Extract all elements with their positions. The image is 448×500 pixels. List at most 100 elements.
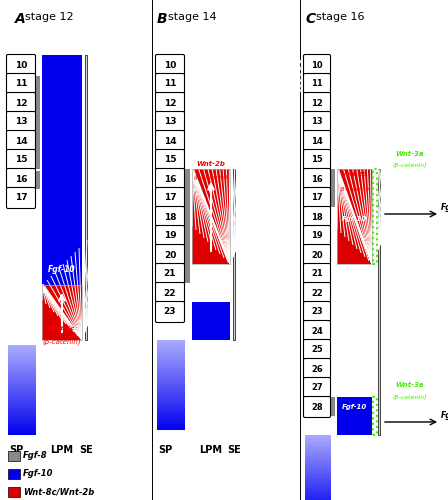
Bar bbox=[8, 406, 36, 408]
Bar bbox=[305, 482, 331, 484]
Bar bbox=[8, 402, 36, 404]
Bar bbox=[8, 411, 36, 414]
Text: 15: 15 bbox=[164, 156, 176, 164]
Text: Fgf-10: Fgf-10 bbox=[197, 270, 225, 278]
Bar bbox=[157, 414, 185, 416]
Bar bbox=[330, 169, 335, 207]
Bar bbox=[8, 356, 36, 358]
Bar bbox=[305, 444, 331, 446]
Text: 23: 23 bbox=[311, 308, 323, 316]
Bar bbox=[157, 390, 185, 392]
Bar bbox=[8, 420, 36, 422]
Text: LPM: LPM bbox=[51, 445, 73, 455]
FancyBboxPatch shape bbox=[155, 112, 185, 132]
FancyBboxPatch shape bbox=[303, 378, 331, 398]
Text: 17: 17 bbox=[15, 194, 27, 202]
Bar bbox=[305, 446, 331, 448]
Bar bbox=[8, 404, 36, 406]
Bar bbox=[305, 457, 331, 459]
Bar bbox=[305, 478, 331, 480]
Bar bbox=[192, 169, 230, 264]
FancyBboxPatch shape bbox=[303, 92, 331, 114]
Bar bbox=[337, 169, 372, 264]
Bar bbox=[157, 374, 185, 376]
Bar bbox=[305, 438, 331, 440]
Bar bbox=[305, 481, 331, 483]
FancyBboxPatch shape bbox=[7, 150, 35, 171]
Text: SP: SP bbox=[9, 445, 23, 455]
Bar bbox=[8, 359, 36, 361]
Bar bbox=[157, 399, 185, 401]
FancyBboxPatch shape bbox=[303, 358, 331, 380]
Text: B: B bbox=[157, 12, 168, 26]
Bar bbox=[305, 474, 331, 476]
Bar bbox=[305, 489, 331, 491]
Bar bbox=[157, 382, 185, 385]
Bar bbox=[157, 370, 185, 372]
FancyBboxPatch shape bbox=[303, 74, 331, 94]
FancyBboxPatch shape bbox=[155, 226, 185, 246]
Bar bbox=[305, 462, 331, 464]
Text: 13: 13 bbox=[164, 118, 176, 126]
Bar bbox=[157, 412, 185, 414]
Bar bbox=[305, 472, 331, 474]
Text: Fgf-10: Fgf-10 bbox=[342, 216, 367, 222]
Bar bbox=[8, 348, 36, 350]
Bar bbox=[8, 375, 36, 378]
Bar bbox=[305, 480, 331, 482]
Bar bbox=[157, 346, 185, 349]
Bar bbox=[157, 417, 185, 419]
FancyBboxPatch shape bbox=[303, 188, 331, 208]
FancyBboxPatch shape bbox=[155, 206, 185, 228]
Bar bbox=[157, 397, 185, 400]
Bar bbox=[157, 345, 185, 347]
Bar bbox=[157, 415, 185, 418]
Bar bbox=[157, 348, 185, 351]
Bar bbox=[157, 384, 185, 387]
Bar bbox=[157, 428, 185, 430]
Text: (β-catenin): (β-catenin) bbox=[194, 174, 228, 180]
Bar bbox=[157, 368, 185, 370]
Bar bbox=[157, 356, 185, 358]
Bar bbox=[305, 498, 331, 500]
Text: 16: 16 bbox=[311, 174, 323, 184]
Text: 17: 17 bbox=[164, 194, 177, 202]
Text: 11: 11 bbox=[164, 80, 176, 88]
Bar bbox=[157, 358, 185, 360]
Bar bbox=[8, 370, 36, 372]
Bar bbox=[8, 422, 36, 424]
Bar bbox=[85, 55, 87, 340]
FancyBboxPatch shape bbox=[303, 130, 331, 152]
Text: 10: 10 bbox=[15, 60, 27, 70]
Bar bbox=[8, 362, 36, 365]
Bar bbox=[8, 416, 36, 419]
Bar bbox=[305, 476, 331, 478]
FancyBboxPatch shape bbox=[303, 282, 331, 304]
Text: 11: 11 bbox=[311, 80, 323, 88]
FancyBboxPatch shape bbox=[7, 112, 35, 132]
Text: (β-catenin): (β-catenin) bbox=[393, 164, 427, 168]
Text: Fgf-10: Fgf-10 bbox=[48, 266, 76, 274]
Text: 14: 14 bbox=[164, 136, 177, 145]
Bar bbox=[305, 464, 331, 466]
Text: SP: SP bbox=[158, 445, 172, 455]
Bar bbox=[157, 340, 185, 342]
FancyBboxPatch shape bbox=[303, 340, 331, 360]
Bar bbox=[157, 392, 185, 394]
Bar bbox=[373, 169, 377, 264]
Bar bbox=[305, 450, 331, 452]
FancyBboxPatch shape bbox=[7, 130, 35, 152]
Text: Wnt-3a: Wnt-3a bbox=[396, 382, 424, 388]
Text: 22: 22 bbox=[311, 288, 323, 298]
Bar bbox=[8, 398, 36, 401]
FancyBboxPatch shape bbox=[303, 302, 331, 322]
Text: 23: 23 bbox=[164, 308, 176, 316]
Text: 12: 12 bbox=[15, 98, 27, 108]
Bar bbox=[157, 381, 185, 383]
Bar bbox=[305, 458, 331, 460]
Text: A: A bbox=[15, 12, 26, 26]
Bar bbox=[8, 451, 20, 461]
FancyBboxPatch shape bbox=[7, 74, 35, 94]
Text: C: C bbox=[305, 12, 315, 26]
Bar bbox=[305, 452, 331, 454]
